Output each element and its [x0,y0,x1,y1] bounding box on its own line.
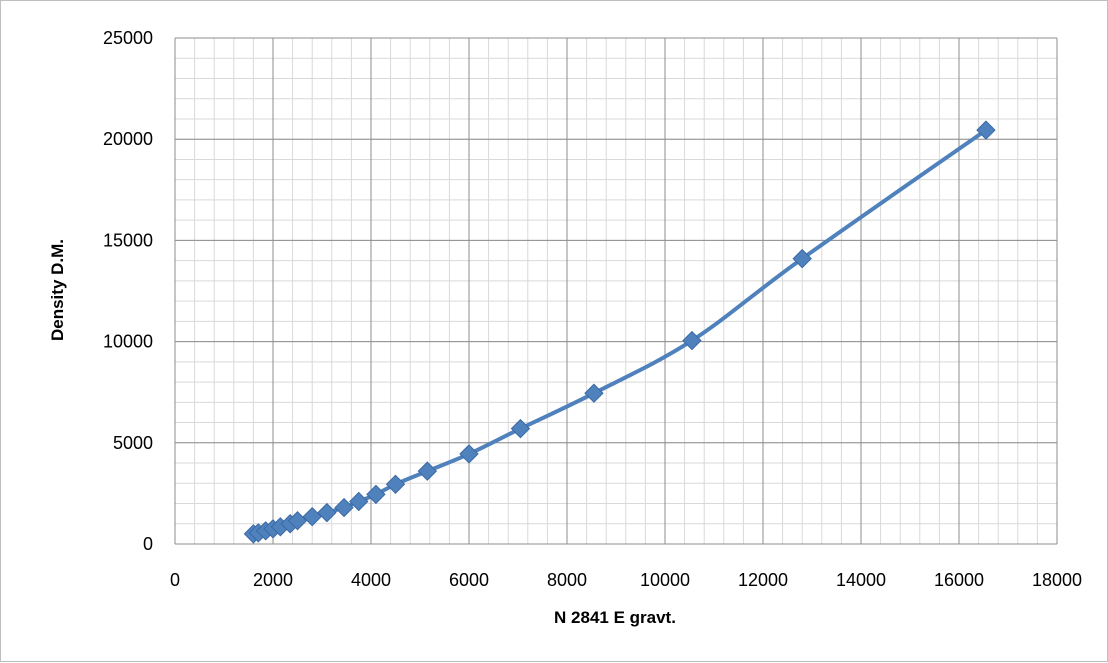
x-tick-label: 10000 [640,570,690,590]
series-line [251,128,988,536]
y-tick-label: 25000 [103,28,153,48]
y-tick-label: 5000 [113,433,153,453]
x-tick-label: 4000 [351,570,391,590]
y-tick-label: 20000 [103,129,153,149]
y-axis-title: Density D.M. [48,239,67,341]
x-tick-label: 16000 [934,570,984,590]
data-point-marker [334,497,354,518]
y-tick-label: 15000 [103,230,153,250]
data-point-marker [317,502,337,523]
x-tick-label: 2000 [253,570,293,590]
x-tick-label: 12000 [738,570,788,590]
minor-gridlines [174,37,1058,545]
data-point-marker [459,444,479,464]
x-axis-tick-labels: 0 2000 4000 6000 8000 10000 12000 14000 16000 180… [170,570,1082,590]
major-gridlines [174,37,1058,545]
y-tick-label: 0 [143,534,153,554]
data-point-marker [682,330,702,351]
data-point-marker [349,491,369,512]
data-point-marker [385,474,406,494]
data-point-marker [417,461,438,481]
data-point-marker [792,248,812,269]
data-point-marker [510,418,531,439]
data-point-marker [976,120,996,140]
data-point-marker [366,484,386,505]
data-point-marker [302,506,322,527]
data-point-marker [584,383,604,403]
series-markers [243,120,996,544]
data-point-marker [287,511,308,531]
x-tick-label: 18000 [1032,570,1082,590]
x-tick-label: 8000 [547,570,587,590]
x-tick-label: 6000 [449,570,489,590]
x-axis-title: N 2841 E gravt. [554,608,676,627]
x-tick-label: 14000 [836,570,886,590]
y-tick-label: 10000 [103,332,153,352]
y-axis-tick-labels: 0 5000 10000 15000 20000 25000 [103,28,153,554]
series-line-group [251,128,988,536]
x-tick-label: 0 [170,570,180,590]
